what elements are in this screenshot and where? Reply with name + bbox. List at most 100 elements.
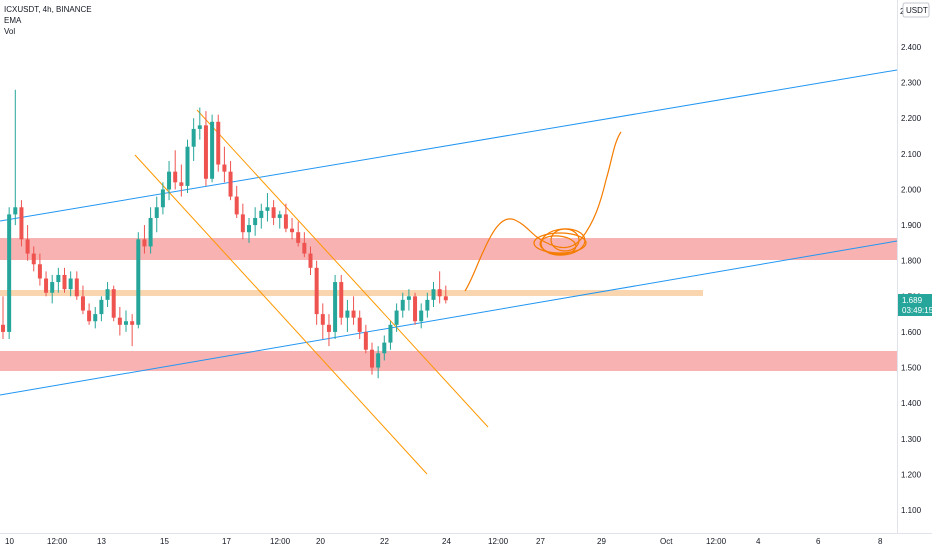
- candle-down: [87, 310, 92, 322]
- time-tick-label: 12:00: [706, 537, 727, 546]
- price-tick-label: 1.500: [901, 364, 922, 373]
- pivot-zone: [0, 290, 703, 296]
- support-zone: [0, 351, 897, 371]
- channel-lower-line: [0, 240, 898, 396]
- candle-up: [185, 146, 190, 186]
- candle-up: [197, 125, 202, 129]
- price-tick-label: 1.800: [901, 257, 922, 266]
- candle-up: [425, 299, 430, 311]
- time-tick-label: 22: [380, 537, 389, 546]
- symbol-title[interactable]: ICXUSDT, 4h, BINANCE: [4, 5, 92, 14]
- candle-down: [179, 182, 184, 186]
- candle-up: [105, 289, 110, 300]
- candle-down: [142, 239, 147, 247]
- price-tick-label: 1.300: [901, 435, 922, 444]
- candle-down: [203, 125, 208, 179]
- candle-up: [99, 299, 104, 315]
- time-tick-label: 27: [536, 537, 545, 546]
- time-tick-label: 15: [160, 537, 169, 546]
- candle-down: [173, 171, 178, 183]
- candle-up: [154, 207, 159, 218]
- candle-up: [191, 128, 196, 147]
- candle-down: [74, 278, 79, 297]
- candle-up: [93, 314, 98, 322]
- time-tick-label: 8: [878, 537, 883, 546]
- ema-indicator-label[interactable]: EMA: [4, 16, 22, 25]
- price-tick-label: 1.400: [901, 399, 922, 408]
- time-tick-label: 12:00: [47, 537, 68, 546]
- time-tick-label: 12:00: [488, 537, 509, 546]
- candle-down: [290, 228, 295, 233]
- candle-down: [240, 214, 245, 233]
- candles-group: [1, 89, 448, 379]
- resistance-zone: [0, 238, 897, 260]
- candle-up: [7, 214, 12, 332]
- currency-box[interactable]: [902, 2, 930, 18]
- last-price-value: 1.689: [902, 296, 923, 305]
- projection-path: [464, 131, 622, 292]
- candle-down: [37, 264, 42, 279]
- downtrend-upper-line: [196, 109, 489, 428]
- price-tick-label: 1.600: [901, 328, 922, 337]
- downtrend-lower-line: [134, 154, 428, 475]
- candle-up: [253, 217, 258, 226]
- candle-up: [345, 310, 350, 318]
- time-tick-label: 10: [5, 537, 14, 546]
- candle-up: [136, 239, 141, 325]
- bar-countdown: 03:49:15: [902, 306, 932, 315]
- candle-down: [1, 324, 5, 332]
- candle-down: [19, 207, 24, 240]
- price-axis-ticks: 2.4002.3002.2002.1002.0001.9001.8001.700…: [901, 43, 922, 515]
- currency-label: USDT: [906, 6, 928, 15]
- candle-down: [271, 207, 276, 218]
- candle-down: [370, 349, 374, 368]
- candle-down: [320, 314, 325, 325]
- price-tick-label: 2.400: [901, 43, 922, 52]
- price-tick-label: 2.000: [901, 185, 922, 194]
- chart-legend: ICXUSDT, 4h, BINANCE EMA Vol: [4, 4, 92, 37]
- candle-down: [302, 242, 307, 254]
- candle-up: [265, 207, 270, 211]
- candle-up: [68, 278, 73, 290]
- candle-up: [388, 324, 393, 343]
- candle-down: [25, 239, 30, 254]
- candle-up: [400, 299, 405, 311]
- price-tick-label: 2.300: [901, 79, 922, 88]
- candle-down: [296, 232, 301, 243]
- candle-up: [50, 282, 55, 293]
- time-tick-label: 4: [756, 537, 761, 546]
- candle-down: [222, 164, 227, 172]
- candle-down: [44, 278, 49, 293]
- candle-up: [160, 189, 165, 208]
- candle-down: [228, 171, 233, 197]
- candle-down: [437, 289, 442, 297]
- candle-up: [431, 289, 436, 300]
- time-tick-label: 12:00: [270, 537, 291, 546]
- candle-up: [333, 282, 338, 332]
- time-tick-label: Oct: [660, 537, 673, 546]
- price-tick-label: 2.200: [901, 114, 922, 123]
- volume-indicator-label[interactable]: Vol: [4, 27, 16, 36]
- candle-up: [277, 214, 282, 218]
- price-tick-label: 1.100: [901, 506, 922, 515]
- candle-down: [130, 321, 135, 325]
- candle-up: [247, 225, 251, 233]
- candle-up: [124, 321, 128, 325]
- candle-up: [13, 207, 18, 215]
- candle-up: [167, 171, 172, 190]
- candle-down: [357, 317, 362, 332]
- candle-down: [413, 296, 418, 322]
- candle-up: [406, 296, 411, 300]
- candle-down: [31, 253, 36, 265]
- price-axis-top-label: 2: [900, 7, 905, 16]
- price-tick-label: 1.900: [901, 221, 922, 230]
- price-tick-label: 2.100: [901, 150, 922, 159]
- chart-settings-corner[interactable]: [898, 534, 932, 550]
- candle-down: [234, 196, 239, 215]
- candle-down: [283, 214, 288, 229]
- candle-up: [259, 210, 264, 218]
- channel-upper-line: [0, 69, 898, 222]
- candle-down: [326, 324, 331, 332]
